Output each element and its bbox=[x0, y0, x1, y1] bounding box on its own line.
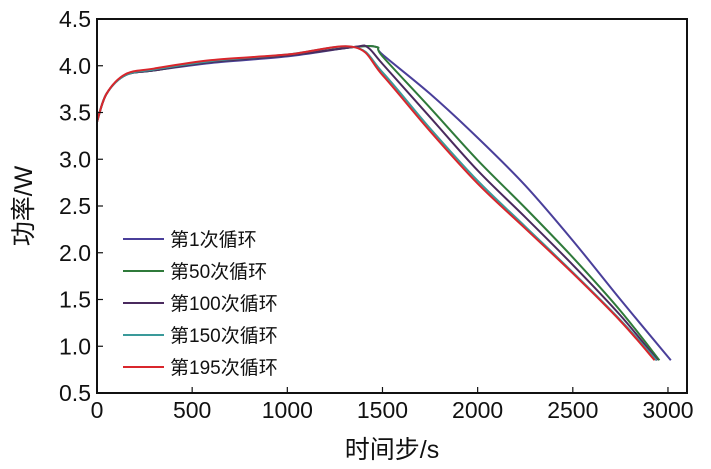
y-tick-label: 1.0 bbox=[59, 333, 91, 359]
y-tick-label: 0.5 bbox=[59, 380, 91, 406]
legend-label: 第1次循环 bbox=[170, 229, 257, 251]
x-tick-label: 2000 bbox=[452, 397, 503, 423]
y-tick-label: 1.5 bbox=[59, 287, 91, 313]
x-tick-label: 0 bbox=[91, 397, 104, 423]
legend-label: 第100次循环 bbox=[170, 293, 278, 315]
y-tick-label: 2.5 bbox=[59, 193, 91, 219]
y-tick-label: 3.5 bbox=[59, 100, 91, 126]
y-tick-label: 3.0 bbox=[59, 146, 91, 172]
x-tick-label: 1000 bbox=[262, 397, 313, 423]
x-tick-label: 1500 bbox=[357, 397, 408, 423]
series-lines bbox=[96, 44, 672, 361]
axis-ticks: 0 500 1000 1500 2000 2500 3000 0.5 1.0 1.5 2.0 2.5 3… bbox=[59, 6, 694, 423]
x-tick-label: 500 bbox=[173, 397, 211, 423]
legend-label: 第50次循环 bbox=[170, 261, 267, 283]
series-line-4 bbox=[96, 45, 656, 361]
x-axis-label: 时间步/s bbox=[345, 436, 439, 464]
x-tick-label: 2500 bbox=[547, 397, 598, 423]
y-tick-label: 2.0 bbox=[59, 240, 91, 266]
legend-label: 第150次循环 bbox=[170, 325, 278, 347]
y-axis-label: 功率/W bbox=[10, 165, 38, 246]
y-tick-label: 4.0 bbox=[59, 53, 91, 79]
y-tick-label: 4.5 bbox=[59, 6, 91, 32]
legend-label: 第195次循环 bbox=[170, 357, 278, 379]
x-tick-label: 3000 bbox=[642, 397, 693, 423]
